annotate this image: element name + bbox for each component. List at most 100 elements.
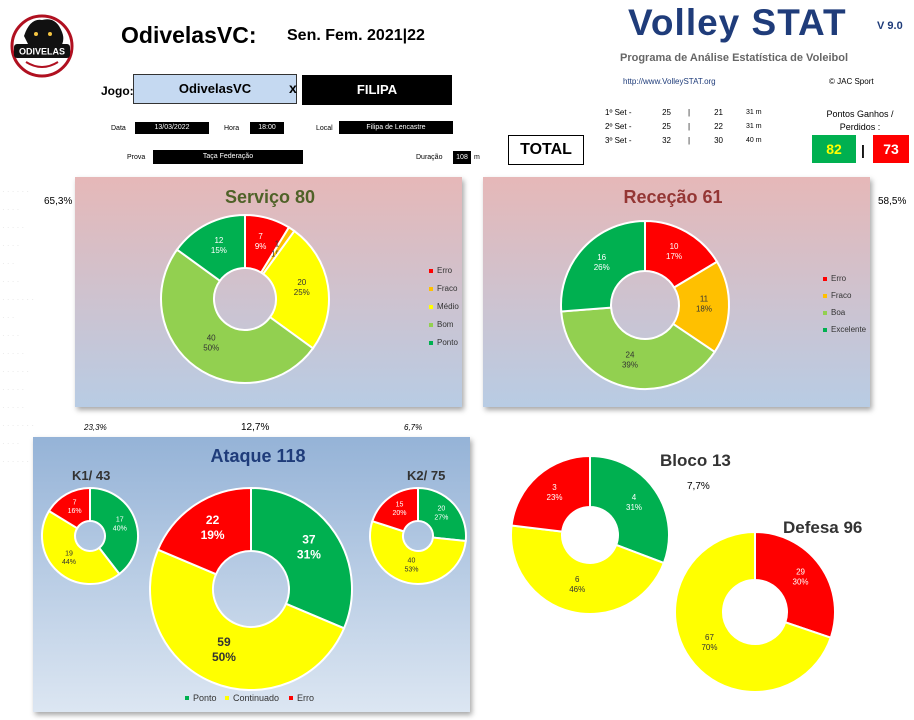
ghost-column: · · · · · · · · · · · · · · · · · · · · · · ·… xyxy=(2,187,34,463)
ataque-slice-continuado xyxy=(149,548,346,691)
ataque-donut: 37 31% 59 50% 22 19% xyxy=(149,486,353,691)
ataque-legend-item: Erro xyxy=(297,693,314,703)
ataque-label-erro: 22 19% xyxy=(201,513,225,542)
data-value: 13/03/2022 xyxy=(135,122,209,134)
k2-donut: 20 27% 40 53% 15 20% xyxy=(369,486,467,585)
vs-label: x xyxy=(289,80,297,96)
k1-donut: 17 40% 19 44% 7 16% xyxy=(41,486,139,585)
hora-label: Hora xyxy=(224,125,240,132)
ataque-pct: 12,7% xyxy=(241,422,270,433)
set1-time: 31 m xyxy=(746,109,762,116)
rececao-legend-item: Excelente xyxy=(831,325,867,334)
prova-label: Prova xyxy=(127,154,146,161)
set1-away: 21 xyxy=(714,108,723,117)
set3-home: 32 xyxy=(662,136,671,145)
rececao-label-boa: 24 39% xyxy=(622,350,638,369)
servico-legend-item: Ponto xyxy=(437,338,458,347)
servico-label-ponto: 12 15% xyxy=(211,236,227,255)
data-label: Data xyxy=(111,125,126,132)
servico-legend-item: Erro xyxy=(437,266,453,275)
bloco-slice-ponto xyxy=(589,454,670,565)
ataque-slice-erro xyxy=(156,486,252,576)
servico-legend-swatch xyxy=(429,305,433,309)
duracao-label: Duração xyxy=(416,154,443,161)
ataque-legend-swatch xyxy=(185,696,189,700)
rececao-legend-swatch xyxy=(823,311,827,315)
servico-label-médio: 20 25% xyxy=(294,278,310,297)
k1-title: K1/ 43 xyxy=(72,468,111,483)
servico-slice-ponto xyxy=(175,213,246,283)
app-version: V 9.0 xyxy=(877,20,903,32)
rececao-label-erro: 10 17% xyxy=(666,242,682,261)
defesa-label-erro: 29 30% xyxy=(793,568,809,587)
rececao-legend: Erro Fraco Boa Excelente xyxy=(823,274,867,334)
ataque-slice-ponto xyxy=(250,486,353,630)
set2-away: 22 xyxy=(714,122,723,131)
set2-time: 31 m xyxy=(746,123,762,130)
servico-legend-swatch xyxy=(429,269,433,273)
servico-label-bom: 40 50% xyxy=(203,334,219,353)
servico-label-erro: 7 9% xyxy=(255,232,267,251)
k2-label-continuado: 40 53% xyxy=(404,558,418,574)
set1-home: 25 xyxy=(662,108,671,117)
logo-text: ODIVELAS xyxy=(19,47,65,57)
bloco-slice-continuado xyxy=(510,524,666,615)
ataque-legend: Ponto Continuado Erro xyxy=(185,693,314,703)
set3-away: 30 xyxy=(714,136,723,145)
category-title: Sen. Fem. 2021|22 xyxy=(287,27,425,44)
servico-legend-swatch xyxy=(429,287,433,291)
k2-label-ponto: 20 27% xyxy=(434,506,448,522)
jogo-label: Jogo: xyxy=(101,84,134,98)
rececao-donut: 10 17% 11 18% 24 39% 16 26% xyxy=(560,219,730,390)
rececao-legend-item: Boa xyxy=(831,308,846,317)
k1-label-continuado: 19 44% xyxy=(62,550,76,566)
k1-label-ponto: 17 40% xyxy=(113,517,127,533)
bloco-label-erro: 3 23% xyxy=(547,483,563,502)
defesa-slice-continuado xyxy=(674,530,833,693)
points-lost: 73 xyxy=(873,135,909,163)
rececao-label-excelente: 16 26% xyxy=(594,253,610,272)
set3-time: 40 m xyxy=(746,137,762,144)
k1-slice-erro xyxy=(47,486,91,530)
defesa-donut: 29 30% 67 70% xyxy=(674,530,836,693)
ataque-legend-swatch xyxy=(289,696,293,700)
k2-slice-erro xyxy=(371,486,419,533)
set3-label: 3º Set - xyxy=(605,136,632,145)
copyright: © JAC Sport xyxy=(829,77,874,86)
points-label: Pontos Ganhos / Perdidos : xyxy=(826,109,894,132)
prova-value: Taça Federação xyxy=(153,150,303,164)
servico-pct: 65,3% xyxy=(44,196,73,207)
k1-pct: 23,3% xyxy=(84,423,107,432)
rececao-legend-item: Fraco xyxy=(831,291,852,300)
hora-value: 18:00 xyxy=(250,122,284,134)
bloco-pct: 7,7% xyxy=(687,481,710,492)
ataque-legend-item: Continuado xyxy=(233,693,279,703)
set1-sep: | xyxy=(688,108,691,117)
rececao-pct: 58,5% xyxy=(878,196,907,207)
servico-legend-swatch xyxy=(429,341,433,345)
set1-label: 1º Set - xyxy=(605,108,632,117)
k1-label-erro: 7 16% xyxy=(68,499,82,515)
total-label: TOTAL xyxy=(508,135,584,165)
ataque-label-ponto: 37 31% xyxy=(297,532,321,561)
app-url[interactable]: http://www.VolleySTAT.org xyxy=(623,77,716,86)
points-won: 82 xyxy=(812,135,856,163)
set2-home: 25 xyxy=(662,122,671,131)
local-label: Local xyxy=(316,125,333,132)
k1-slice-ponto xyxy=(89,486,139,576)
bloco-donut: 4 31% 6 46% 3 23% xyxy=(510,454,670,615)
k2-slice-ponto xyxy=(417,486,467,543)
servico-legend-item: Bom xyxy=(437,320,454,329)
rececao-slice-boa xyxy=(560,306,717,390)
duracao-value: 108 xyxy=(453,151,471,164)
set2-label: 2º Set - xyxy=(605,122,632,131)
k2-label-erro: 15 20% xyxy=(392,501,406,517)
rececao-legend-swatch xyxy=(823,294,827,298)
rececao-label-fraco: 11 18% xyxy=(696,295,712,314)
rececao-legend-swatch xyxy=(823,277,827,281)
points-sep: | xyxy=(861,142,865,158)
set3-sep: | xyxy=(688,136,691,145)
home-team: OdivelasVC xyxy=(133,74,297,104)
servico-legend: Erro Fraco Médio Bom Ponto xyxy=(429,266,459,347)
